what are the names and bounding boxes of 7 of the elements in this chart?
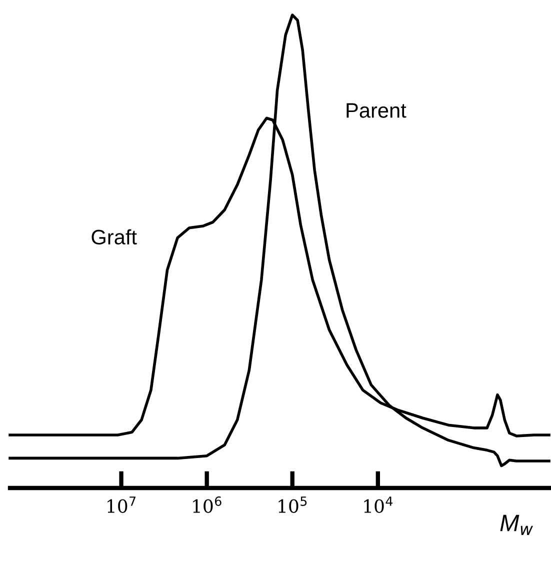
x-tick-label: 10$^{4}$ (364, 496, 393, 513)
x-tick-label: 10$^{5}$ (278, 496, 307, 513)
series-label: Graft (92, 229, 137, 245)
x-tick-label: 10$^{6}$ (193, 496, 222, 513)
x-axis-title: M$_{w}$ (500, 514, 533, 535)
series-label: Parent (346, 103, 406, 118)
x-tick-label: 10$^{7}$ (108, 496, 136, 513)
